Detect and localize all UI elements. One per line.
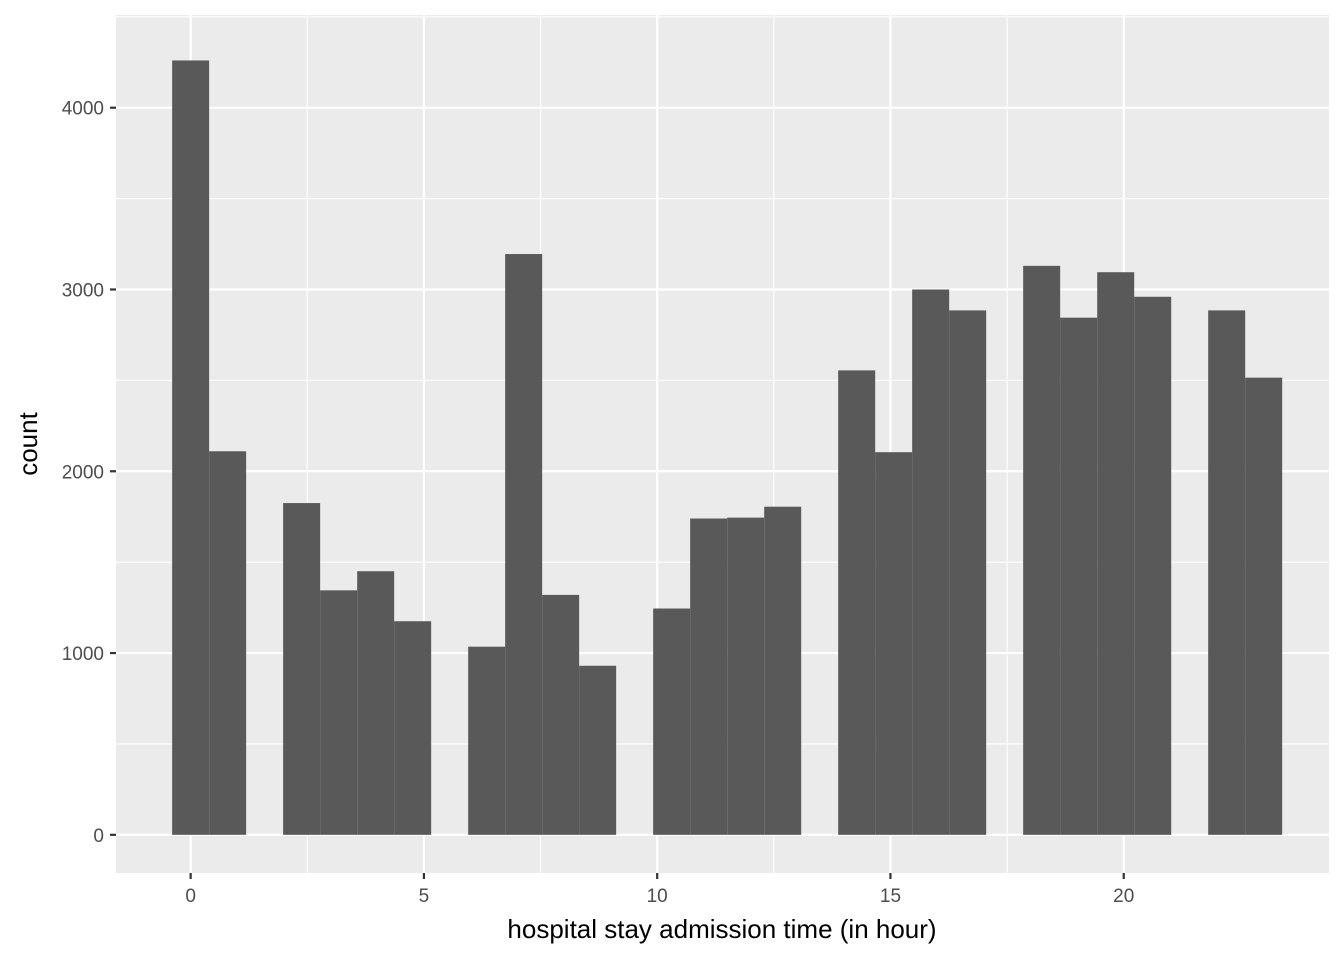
histogram-bar (1023, 265, 1061, 835)
histogram-bar (394, 621, 432, 835)
histogram-bar (505, 254, 543, 835)
histogram-bar (838, 370, 876, 835)
histogram-bar (690, 518, 728, 835)
histogram-bar (1245, 377, 1283, 835)
histogram-bar (764, 506, 802, 835)
histogram-bar (1208, 310, 1246, 835)
x-tick-label: 10 (647, 886, 668, 907)
x-tick-label: 5 (419, 886, 430, 907)
x-tick-label: 15 (880, 886, 901, 907)
histogram-bar (653, 608, 691, 835)
histogram-bar (320, 590, 358, 835)
x-axis-title: hospital stay admission time (in hour) (507, 914, 936, 944)
histogram-bar (949, 310, 987, 835)
histogram-bar (1097, 272, 1135, 835)
histogram-bar (1060, 317, 1098, 835)
histogram-bar (579, 665, 617, 835)
y-axis-title: count (13, 411, 43, 475)
histogram-bar (468, 646, 506, 835)
y-tick-label: 2000 (62, 462, 104, 483)
histogram-bar (283, 503, 321, 835)
histogram-bar (542, 594, 580, 835)
histogram-bar (172, 60, 210, 835)
histogram-bar (209, 451, 247, 835)
y-tick-label: 0 (93, 826, 104, 847)
y-axis: 0 1000 2000 3000 4000 (62, 99, 116, 847)
histogram-bar (875, 452, 913, 835)
x-tick-label: 0 (185, 886, 196, 907)
x-axis: 0 5 10 15 20 (185, 873, 1134, 907)
histogram-bar (1134, 296, 1172, 835)
histogram-bars (172, 60, 1283, 835)
y-tick-label: 4000 (62, 99, 104, 120)
histogram-bar (912, 289, 950, 835)
x-tick-label: 20 (1113, 886, 1134, 907)
histogram-bar (727, 517, 765, 835)
y-tick-label: 3000 (62, 280, 104, 301)
y-tick-label: 1000 (62, 644, 104, 665)
histogram-bar (357, 571, 395, 835)
